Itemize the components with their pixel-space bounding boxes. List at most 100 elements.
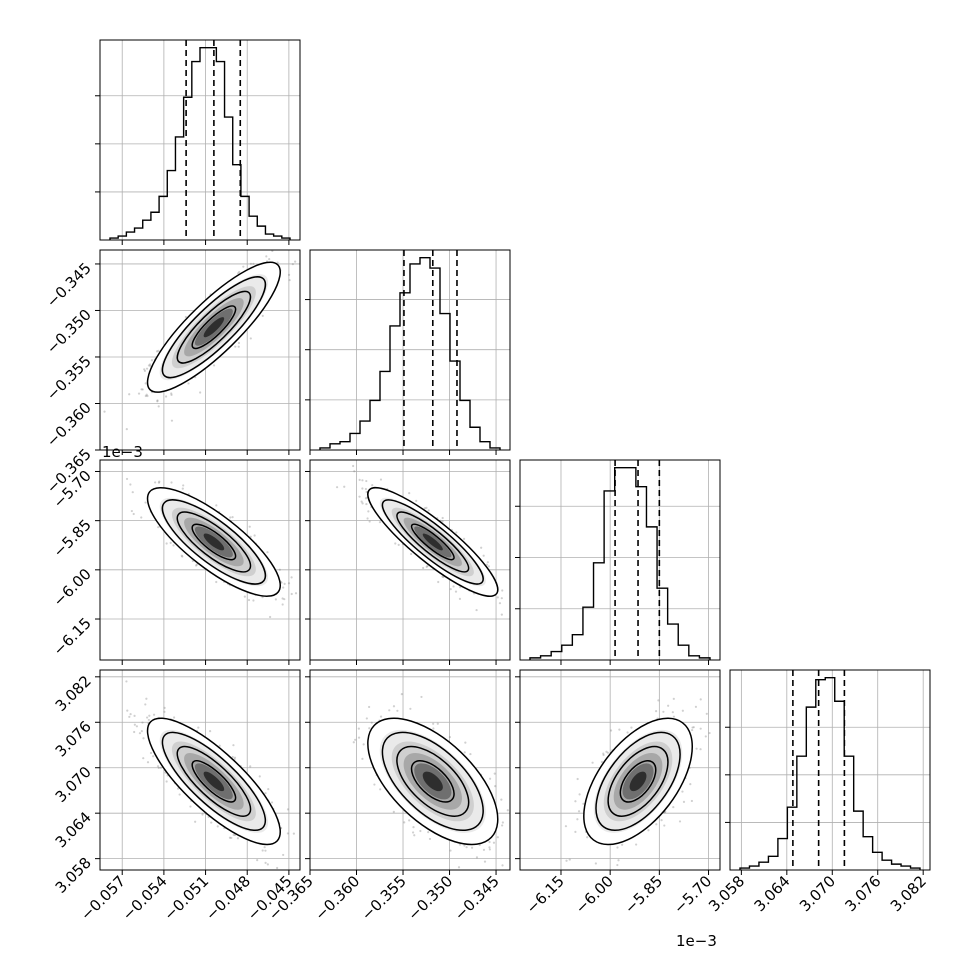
scatter-point bbox=[128, 715, 131, 718]
scatter-point bbox=[500, 613, 503, 616]
scatter-point bbox=[143, 368, 146, 371]
scatter-point bbox=[609, 729, 613, 732]
scatter-point bbox=[358, 495, 361, 498]
scatter-point bbox=[146, 716, 149, 719]
scatter-point bbox=[145, 697, 148, 700]
scatter-point bbox=[232, 744, 235, 747]
contour-line bbox=[607, 745, 669, 817]
scatter-point bbox=[411, 831, 415, 834]
scatter-point bbox=[194, 564, 198, 567]
scatter-point bbox=[388, 709, 391, 712]
panel-frame bbox=[309, 459, 511, 661]
scatter-point bbox=[501, 864, 504, 867]
scatter-point bbox=[165, 542, 168, 545]
panel-frame bbox=[99, 249, 301, 451]
scatter-point bbox=[672, 715, 676, 718]
contour-line bbox=[410, 523, 455, 561]
scatter-point bbox=[621, 843, 624, 846]
scatter-point bbox=[263, 846, 266, 849]
contour-line bbox=[191, 523, 237, 561]
scatter-point bbox=[394, 542, 397, 545]
scatter-point bbox=[602, 753, 605, 757]
scatter-point bbox=[152, 755, 155, 758]
contour-line bbox=[191, 305, 237, 350]
scatter-point bbox=[605, 750, 608, 753]
scatter-point bbox=[242, 265, 245, 268]
scatter-point bbox=[197, 726, 200, 729]
scatter-point bbox=[201, 813, 204, 816]
scatter-point bbox=[157, 349, 160, 352]
scatter-point bbox=[475, 608, 478, 612]
scatter-point bbox=[343, 485, 346, 488]
scatter-point bbox=[156, 400, 159, 403]
x-tick-label: −0.057 bbox=[77, 872, 129, 924]
scatter-point bbox=[276, 261, 279, 264]
scatter-point bbox=[142, 757, 145, 760]
scatter-point bbox=[366, 517, 369, 520]
scatter-point bbox=[449, 588, 452, 591]
scatter-point bbox=[146, 394, 149, 398]
scatter-point bbox=[663, 824, 666, 827]
density-fill bbox=[203, 533, 225, 551]
scatter-point bbox=[485, 563, 489, 566]
y-tick-label: −0.345 bbox=[43, 259, 95, 311]
scatter-point bbox=[267, 787, 270, 791]
scatter-point bbox=[158, 480, 161, 483]
contour-line bbox=[381, 731, 484, 832]
scatter-point bbox=[635, 843, 638, 846]
contour-line bbox=[161, 276, 267, 379]
scatter-point bbox=[258, 775, 261, 778]
x-tick-label: −0.054 bbox=[119, 872, 171, 924]
scatter-panel-1-0: −0.365−0.360−0.355−0.350−0.345 bbox=[43, 249, 301, 497]
scatter-point bbox=[482, 554, 485, 557]
scatter-point bbox=[368, 727, 371, 730]
scatter-panel-3-0: −0.057−0.054−0.051−0.048−0.0453.0583.064… bbox=[52, 669, 301, 924]
scatter-point bbox=[147, 718, 150, 722]
scatter-point bbox=[671, 711, 674, 714]
scatter-point bbox=[403, 821, 406, 824]
scatter-point bbox=[425, 506, 428, 509]
scatter-point bbox=[681, 709, 684, 712]
scatter-point bbox=[364, 497, 368, 500]
scatter-point bbox=[180, 554, 183, 557]
scatter-point bbox=[163, 710, 166, 713]
scatter-point bbox=[397, 543, 400, 546]
scatter-point bbox=[470, 846, 474, 849]
scatter-point bbox=[464, 741, 467, 744]
scatter-point bbox=[458, 843, 462, 846]
scatter-point bbox=[215, 504, 218, 507]
scatter-point bbox=[365, 490, 368, 494]
scatter-point bbox=[488, 777, 492, 780]
scatter-point bbox=[705, 712, 708, 715]
scatter-point bbox=[149, 751, 153, 755]
contour-line bbox=[146, 261, 281, 393]
scatter-point bbox=[409, 707, 412, 710]
scatter-point bbox=[441, 520, 444, 523]
scatter-point bbox=[148, 714, 151, 717]
scatter-point bbox=[494, 785, 497, 788]
scatter-point bbox=[465, 846, 468, 849]
contour-line bbox=[176, 290, 252, 364]
contour-line bbox=[176, 511, 252, 573]
y-tick-label: −0.350 bbox=[43, 306, 95, 358]
scatter-point bbox=[415, 499, 418, 502]
scatter-point bbox=[252, 262, 255, 265]
scatter-point bbox=[281, 603, 284, 606]
scatter-point bbox=[365, 502, 368, 506]
scatter-point bbox=[126, 709, 129, 712]
scatter-point bbox=[436, 722, 439, 725]
scatter-point bbox=[165, 780, 168, 783]
scatter-point bbox=[602, 752, 605, 755]
scatter-point bbox=[361, 479, 364, 482]
scatter-point bbox=[249, 337, 252, 340]
scatter-point bbox=[699, 727, 702, 730]
density-fill bbox=[422, 771, 443, 792]
scatter-point bbox=[270, 801, 274, 804]
scatter-point bbox=[287, 582, 291, 585]
scatter-point bbox=[458, 597, 462, 600]
scatter-point bbox=[412, 825, 415, 829]
scatter-point bbox=[475, 856, 479, 859]
scatter-point bbox=[236, 837, 240, 840]
scatter-point bbox=[264, 792, 267, 795]
scatter-point bbox=[426, 564, 429, 568]
